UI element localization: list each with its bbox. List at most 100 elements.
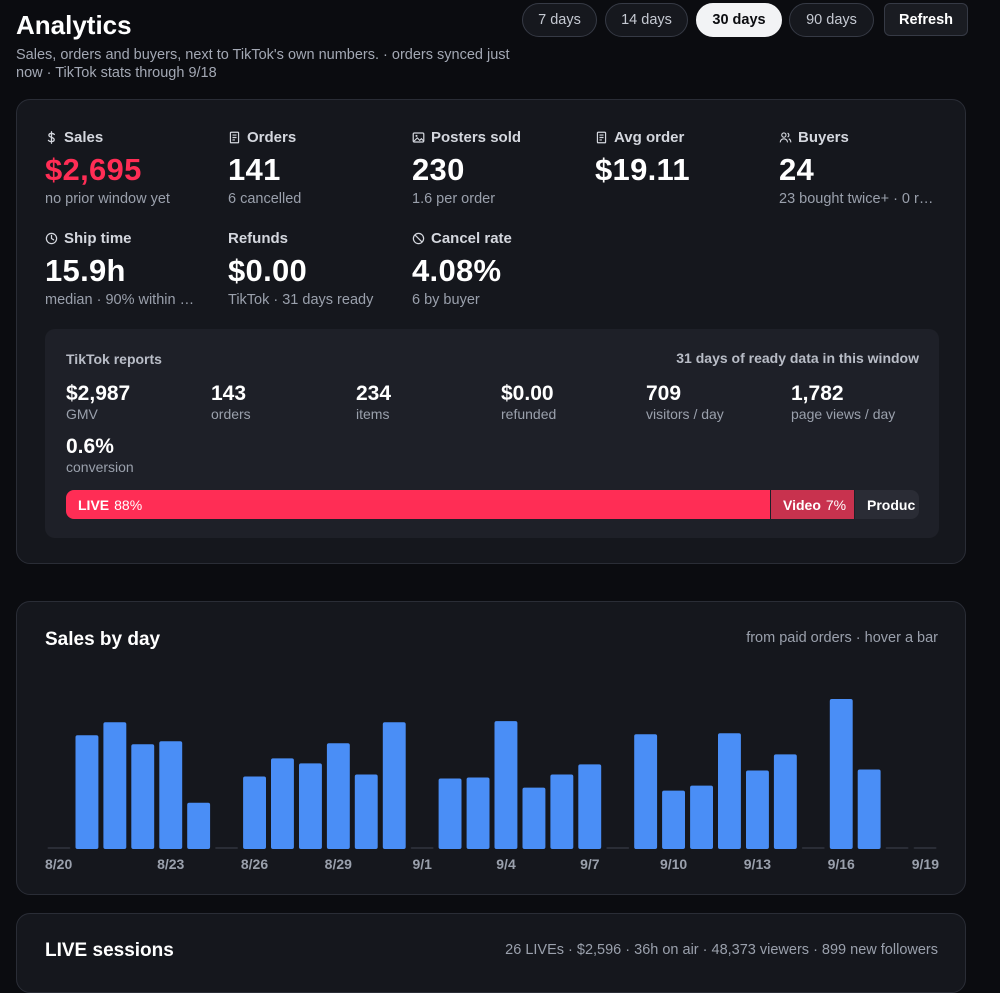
metric-label: Posters sold bbox=[431, 128, 522, 146]
metric-avg-order: Avg order $19.11 bbox=[595, 127, 765, 188]
tiktok-stat-value: 0.6% bbox=[66, 435, 114, 458]
sales-bar[interactable] bbox=[746, 770, 769, 850]
sales-bar[interactable] bbox=[243, 776, 266, 850]
sales-bar[interactable] bbox=[634, 734, 658, 849]
tiktok-stat-page-views: 1,782 page views / day bbox=[791, 382, 931, 422]
x-tick-label: 8/20 bbox=[45, 856, 72, 872]
sales-by-day-note: from paid orders · hover a bar bbox=[746, 630, 938, 646]
tiktok-stat-label: conversion bbox=[66, 459, 134, 475]
sales-bar[interactable] bbox=[299, 763, 322, 849]
sales-bar[interactable] bbox=[103, 722, 127, 849]
page-title: Analytics bbox=[16, 10, 132, 40]
source-segment-video[interactable]: Video 7% bbox=[771, 490, 854, 519]
sales-bar[interactable] bbox=[522, 787, 546, 849]
x-tick-label: 9/7 bbox=[580, 856, 600, 872]
metric-subtext: 23 bought twice+ · 0 r… bbox=[779, 191, 934, 207]
x-tick-label: 9/4 bbox=[496, 856, 516, 872]
live-sessions-title: LIVE sessions bbox=[45, 940, 174, 961]
live-sessions-card: LIVE sessions 26 LIVEs · $2,596 · 36h on… bbox=[16, 913, 966, 993]
metric-sales: Sales $2,695 no prior window yet bbox=[45, 127, 215, 208]
sales-bar[interactable] bbox=[215, 847, 238, 849]
sales-by-day-card: Sales by day from paid orders · hover a … bbox=[16, 601, 966, 895]
metric-cancel-rate: Cancel rate 4.08% 6 by buyer bbox=[412, 228, 582, 309]
sales-bar[interactable] bbox=[131, 744, 155, 849]
tiktok-stat-value: 143 bbox=[211, 382, 247, 405]
tiktok-stat-items: 234 items bbox=[356, 382, 496, 422]
receipt-icon bbox=[596, 131, 607, 143]
range-30-days-button[interactable]: 30 days bbox=[696, 3, 782, 37]
x-tick-label: 9/16 bbox=[828, 856, 855, 872]
dollar-icon bbox=[47, 130, 55, 144]
x-tick-label: 8/29 bbox=[325, 856, 352, 872]
sales-bar[interactable] bbox=[271, 758, 294, 849]
metric-label: Cancel rate bbox=[431, 229, 512, 247]
source-percent: 7% bbox=[825, 496, 847, 513]
sales-bar[interactable] bbox=[159, 741, 183, 849]
tiktok-reports-title: TikTok reports bbox=[66, 351, 162, 367]
tiktok-stat-label: page views / day bbox=[791, 406, 896, 422]
sales-bar[interactable] bbox=[885, 847, 909, 849]
metric-subtext: median · 90% within … bbox=[45, 292, 195, 308]
x-tick-label: 8/23 bbox=[157, 856, 184, 872]
clock-icon bbox=[45, 232, 58, 244]
x-tick-label: 9/10 bbox=[660, 856, 687, 872]
metric-subtext: TikTok · 31 days ready bbox=[228, 292, 374, 308]
sales-bar[interactable] bbox=[829, 699, 853, 849]
sales-bar[interactable] bbox=[690, 785, 713, 849]
tiktok-stat-label: GMV bbox=[66, 406, 98, 422]
tiktok-stat-value: $2,987 bbox=[66, 382, 131, 405]
sales-bar[interactable] bbox=[187, 802, 211, 849]
tiktok-stat-gmv: $2,987 GMV bbox=[66, 382, 206, 422]
tiktok-stat-label: refunded bbox=[501, 406, 557, 422]
traffic-source-bar: LIVE 88% Video 7% Produc bbox=[66, 490, 919, 519]
sales-bar[interactable] bbox=[606, 847, 630, 849]
sales-bar[interactable] bbox=[773, 754, 797, 849]
sales-bar[interactable] bbox=[410, 847, 434, 849]
range-14-days-button[interactable]: 14 days bbox=[605, 3, 688, 37]
source-percent: 88% bbox=[114, 496, 143, 513]
sales-bar[interactable] bbox=[550, 774, 574, 850]
sales-bar[interactable] bbox=[857, 769, 881, 850]
tiktok-stat-conversion: 0.6% conversion bbox=[66, 435, 206, 475]
x-tick-label: 9/1 bbox=[412, 856, 432, 872]
source-segment-product[interactable]: Produc bbox=[855, 490, 919, 519]
source-name: LIVE bbox=[78, 496, 110, 513]
sales-bar[interactable] bbox=[75, 735, 99, 849]
sales-bar[interactable] bbox=[718, 733, 741, 849]
tiktok-stat-label: items bbox=[356, 406, 390, 422]
tiktok-ready-note: 31 days of ready data in this window bbox=[676, 350, 919, 366]
source-name: Produc bbox=[867, 496, 916, 513]
metric-refunds: Refunds $0.00 TikTok · 31 days ready bbox=[228, 228, 398, 309]
metric-subtext: 1.6 per order bbox=[412, 191, 496, 207]
page-subtitle: Sales, orders and buyers, next to TikTok… bbox=[16, 47, 510, 81]
sales-bar[interactable] bbox=[354, 774, 378, 850]
sales-bar[interactable] bbox=[438, 778, 462, 850]
metric-value: $2,695 bbox=[45, 152, 142, 187]
summary-card: Sales $2,695 no prior window yet Orders … bbox=[16, 99, 966, 564]
sales-bar[interactable] bbox=[382, 722, 406, 849]
sales-bar[interactable] bbox=[326, 743, 350, 849]
sales-bar[interactable] bbox=[466, 777, 490, 850]
sales-bar[interactable] bbox=[494, 721, 518, 849]
refresh-button[interactable]: Refresh bbox=[884, 3, 968, 36]
sales-by-day-title: Sales by day bbox=[45, 629, 161, 650]
metric-value: 15.9h bbox=[45, 253, 126, 288]
sales-bar[interactable] bbox=[801, 847, 825, 849]
range-7-days-button[interactable]: 7 days bbox=[522, 3, 597, 37]
sales-bar[interactable] bbox=[578, 764, 602, 849]
source-segment-live[interactable]: LIVE 88% bbox=[66, 490, 770, 519]
metric-value: $19.11 bbox=[595, 152, 690, 187]
sales-by-day-chart: 8/20 8/23 8/26 8/29 9/1 9/4 9/7 9/10 9/13 9/16 9/1… bbox=[45, 699, 939, 872]
range-90-days-button[interactable]: 90 days bbox=[789, 3, 874, 37]
sales-bar[interactable] bbox=[662, 790, 685, 849]
sales-bar[interactable] bbox=[913, 847, 937, 849]
tiktok-stat-value: 1,782 bbox=[791, 382, 844, 405]
image-icon bbox=[412, 131, 425, 143]
metric-orders: Orders 141 6 cancelled bbox=[228, 127, 398, 208]
source-name: Video bbox=[783, 496, 821, 513]
receipt-icon bbox=[229, 131, 240, 143]
metric-ship-time: Ship time 15.9h median · 90% within … bbox=[45, 228, 215, 309]
sales-bar[interactable] bbox=[47, 847, 71, 849]
metric-label: Refunds bbox=[228, 229, 288, 247]
tiktok-stat-label: visitors / day bbox=[646, 406, 724, 422]
